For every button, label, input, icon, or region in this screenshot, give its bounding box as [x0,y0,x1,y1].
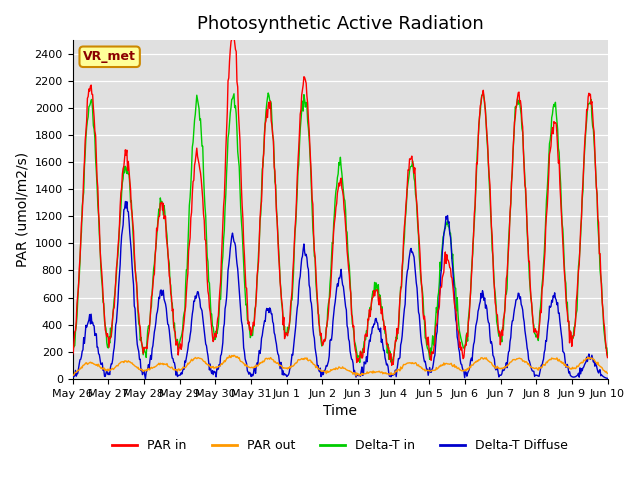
Text: VR_met: VR_met [83,50,136,63]
Legend: PAR in, PAR out, Delta-T in, Delta-T Diffuse: PAR in, PAR out, Delta-T in, Delta-T Dif… [108,434,573,457]
Title: Photosynthetic Active Radiation: Photosynthetic Active Radiation [196,15,483,33]
X-axis label: Time: Time [323,404,357,418]
Y-axis label: PAR (umol/m2/s): PAR (umol/m2/s) [15,152,29,267]
